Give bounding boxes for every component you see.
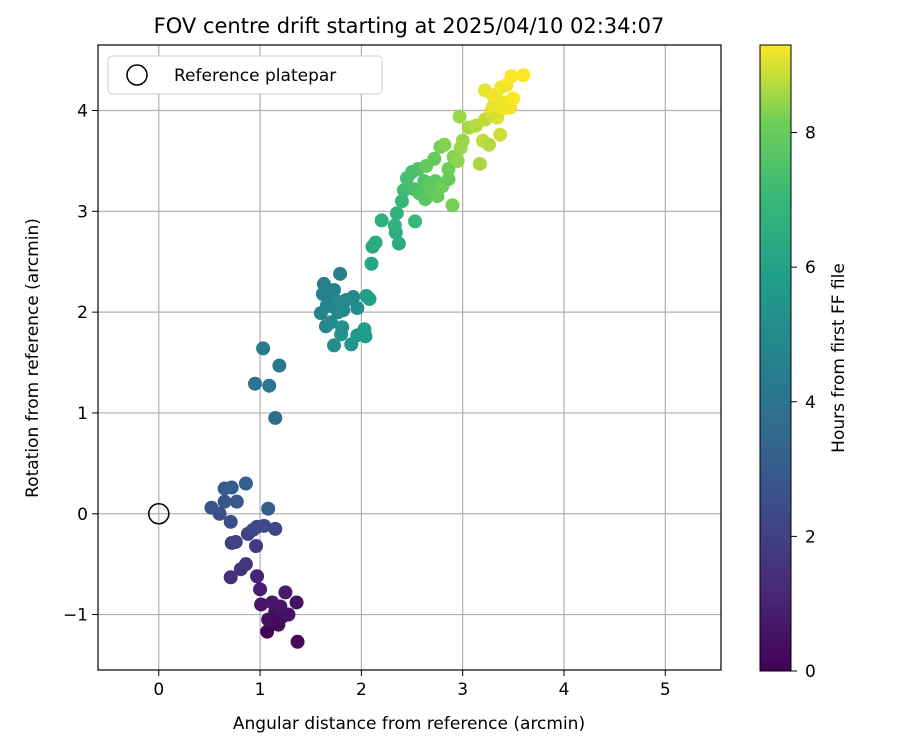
y-tick-label: 0 <box>77 505 88 525</box>
data-point <box>327 338 342 353</box>
x-tick-label: 4 <box>559 680 570 700</box>
x-tick-label: 3 <box>457 680 468 700</box>
data-point <box>289 595 304 610</box>
data-point <box>257 518 272 533</box>
data-point <box>228 534 243 549</box>
data-point <box>516 68 531 83</box>
data-point <box>332 295 347 310</box>
data-point <box>394 194 409 209</box>
data-point <box>323 315 338 330</box>
legend: Reference platepar <box>107 55 383 95</box>
data-point <box>357 322 372 337</box>
colorbar-tick-label: 4 <box>805 393 816 413</box>
reference-point-marker <box>148 503 170 525</box>
data-point <box>427 151 442 166</box>
x-tick-label: 5 <box>660 680 671 700</box>
data-point <box>493 127 508 142</box>
y-tick-label: −1 <box>63 606 88 626</box>
data-point <box>327 282 342 297</box>
data-point <box>217 494 232 509</box>
colorbar-tick-label: 2 <box>805 527 816 547</box>
data-point <box>364 256 379 271</box>
data-point <box>455 133 470 148</box>
data-point <box>335 320 350 335</box>
data-point <box>273 599 288 614</box>
colorbar-ticks: 0 2 4 6 8 <box>791 124 816 682</box>
y-axis-ticks: −1 0 1 2 3 4 <box>63 102 98 626</box>
data-point <box>278 585 293 600</box>
legend-box <box>107 55 383 95</box>
data-point <box>204 500 219 515</box>
chart-title: FOV centre drift starting at 2025/04/10 … <box>154 14 665 38</box>
data-point <box>359 289 374 304</box>
data-point <box>374 213 389 228</box>
x-tick-label: 1 <box>255 680 266 700</box>
data-point <box>256 341 271 356</box>
data-point <box>262 378 277 393</box>
data-point <box>238 557 253 572</box>
colorbar <box>759 44 792 672</box>
data-point <box>248 376 263 391</box>
data-point <box>482 137 497 152</box>
data-point <box>268 521 283 536</box>
data-point <box>268 410 283 425</box>
data-point <box>452 109 467 124</box>
data-point <box>254 597 269 612</box>
data-point <box>387 218 402 233</box>
y-tick-label: 1 <box>77 404 88 424</box>
data-point <box>272 358 287 373</box>
legend-marker <box>126 64 148 86</box>
data-point <box>506 91 521 106</box>
data-point <box>441 161 456 176</box>
data-point <box>350 301 365 316</box>
y-tick-label: 2 <box>77 303 88 323</box>
data-point <box>504 69 519 84</box>
x-tick-label: 0 <box>153 680 164 700</box>
colorbar-tick-label: 8 <box>805 124 816 144</box>
data-point <box>260 624 275 639</box>
data-point <box>396 183 411 198</box>
data-point <box>261 501 276 516</box>
data-point <box>333 266 348 281</box>
data-point <box>368 235 383 250</box>
data-point <box>249 539 264 554</box>
data-point <box>450 153 465 168</box>
x-axis-label: Angular distance from reference (arcmin) <box>233 714 585 734</box>
data-point <box>494 80 509 95</box>
data-point <box>238 476 253 491</box>
data-point <box>315 286 330 301</box>
data-point <box>290 634 305 649</box>
data-point <box>223 514 238 529</box>
data-point <box>223 570 238 585</box>
y-tick-label: 4 <box>77 102 88 122</box>
data-point <box>437 137 452 152</box>
x-tick-label: 2 <box>356 680 367 700</box>
data-point <box>316 276 331 291</box>
grid-lines <box>98 45 721 670</box>
plot-frame <box>97 44 722 671</box>
data-point <box>408 214 423 229</box>
legend-entry-reference-platepar: Reference platepar <box>174 66 336 86</box>
y-tick-label: 3 <box>77 202 88 222</box>
data-point <box>472 156 487 171</box>
colorbar-label: Hours from first FF file <box>829 263 849 453</box>
data-points <box>204 68 531 649</box>
colorbar-tick-label: 0 <box>805 662 816 682</box>
plot-area <box>98 45 721 670</box>
data-point <box>346 290 361 305</box>
colorbar-tick-label: 6 <box>805 258 816 278</box>
data-point <box>389 206 404 221</box>
data-point <box>253 582 268 597</box>
data-point <box>224 480 239 495</box>
data-point <box>445 198 460 213</box>
data-point <box>441 172 456 187</box>
data-point <box>391 236 406 251</box>
x-axis-ticks: 0 1 2 3 4 5 <box>153 670 671 700</box>
y-axis-label: Rotation from reference (arcmin) <box>23 218 43 498</box>
data-point <box>229 494 244 509</box>
data-point <box>250 569 265 584</box>
